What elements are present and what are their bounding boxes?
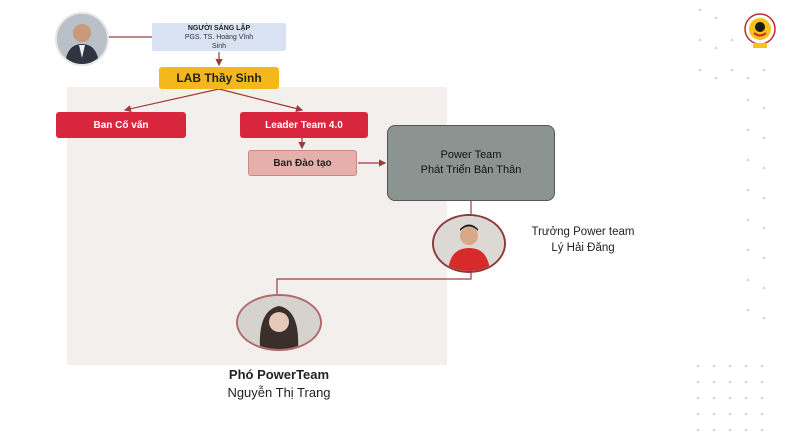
power-team-line1: Power Team [440,149,502,161]
power-team-line2: Phát Triển Bản Thân [420,164,522,176]
power-team-box: Power Team Phát Triển Bản Thân [387,125,555,201]
leader-title: Trưởng Power team [531,226,635,238]
founder-name-line1: PGS. TS. Hoàng Vĩnh [184,33,254,41]
leader-deputy-line [276,269,472,294]
leader-team-box: Leader Team 4.0 [240,112,368,138]
training-board-box: Ban Đào tạo [248,150,357,176]
leader-name: Lý Hải Đăng [551,242,615,254]
board-advisors-box: Ban Cố vấn [56,112,186,138]
deputy-avatar [236,294,322,351]
deputy-title: Phó PowerTeam [228,367,330,382]
lab-advisors-arrow [123,88,220,113]
lab-leader-arrow [218,88,304,113]
leader-avatar [432,214,506,273]
deputy-name: Nguyễn Thị Trang [227,385,331,400]
lab-box: LAB Thầy Sinh [159,67,279,89]
founder-title: NGƯỜI SÁNG LẬP [187,24,251,32]
founder-avatar [55,12,109,66]
founder-box: NGƯỜI SÁNG LẬP PGS. TS. Hoàng Vĩnh Sinh [152,23,286,51]
institution-logo [742,12,778,50]
founder-name-line2: Sinh [211,42,226,50]
leader-label: Trưởng Power team Lý Hải Đăng [503,224,663,256]
deputy-label: Phó PowerTeam Nguyễn Thị Trang [200,366,358,402]
